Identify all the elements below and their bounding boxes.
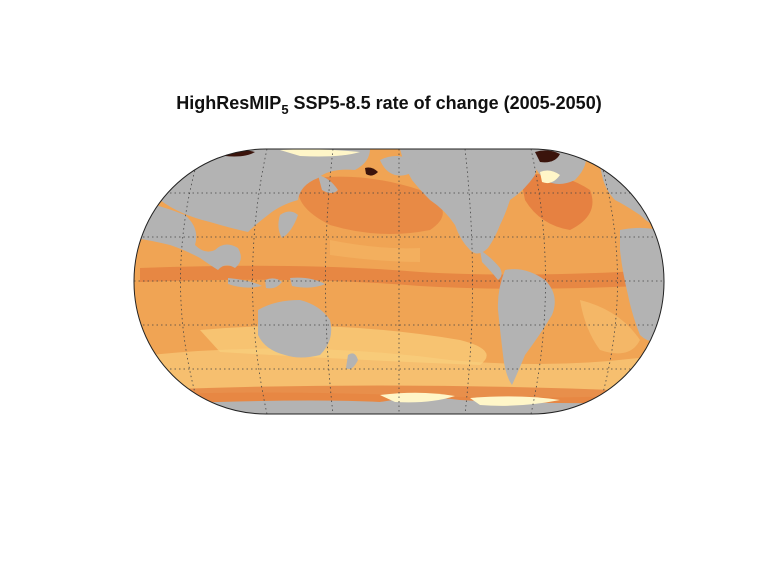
ice-patches bbox=[280, 149, 560, 406]
figure-title: HighResMIP5 SSP5-8.5 rate of change (200… bbox=[0, 93, 778, 117]
title-rest: SSP5-8.5 rate of change (2005-2050) bbox=[288, 93, 602, 113]
title-subscript: 5 bbox=[281, 102, 289, 117]
title-main: HighResMIP bbox=[176, 93, 282, 113]
map-frame bbox=[133, 148, 665, 415]
graticule bbox=[134, 149, 664, 414]
